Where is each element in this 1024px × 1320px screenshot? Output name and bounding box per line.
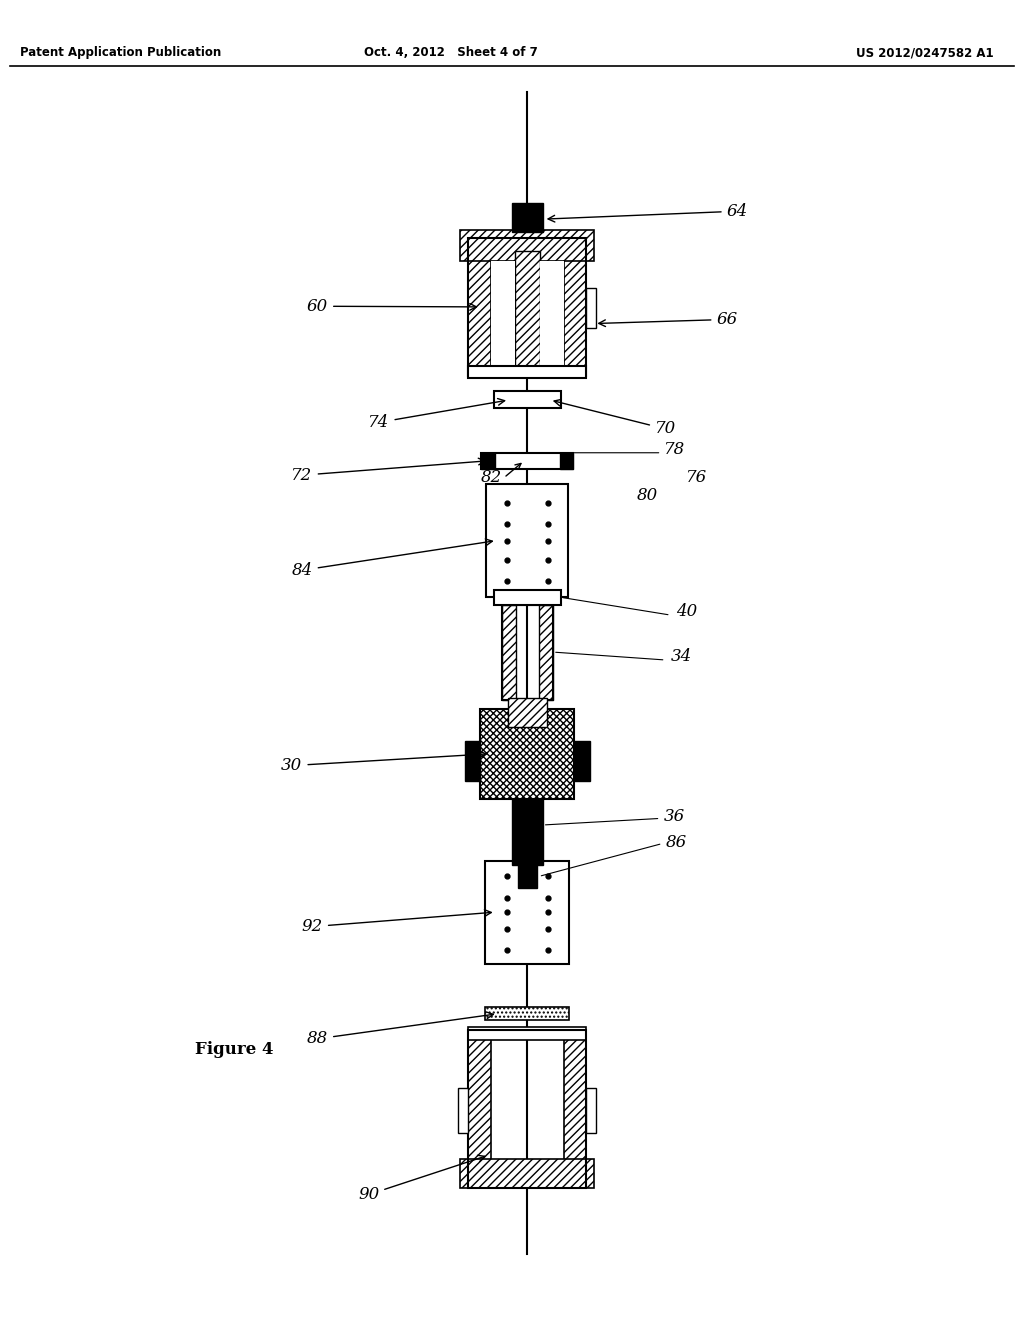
Text: 34: 34 xyxy=(671,648,692,665)
Bar xyxy=(469,1030,492,1188)
Text: 74: 74 xyxy=(369,399,505,430)
Bar xyxy=(461,230,594,261)
Text: 86: 86 xyxy=(666,834,687,851)
Bar xyxy=(541,261,563,366)
Bar xyxy=(563,238,586,376)
Bar xyxy=(481,453,573,469)
Text: 70: 70 xyxy=(554,400,676,437)
Text: Oct. 4, 2012   Sheet 4 of 7: Oct. 4, 2012 Sheet 4 of 7 xyxy=(364,46,538,59)
Text: US 2012/0247582 A1: US 2012/0247582 A1 xyxy=(856,46,993,59)
Text: 84: 84 xyxy=(292,539,493,578)
Bar xyxy=(485,861,569,964)
Bar xyxy=(586,1088,596,1133)
Text: 76: 76 xyxy=(686,470,707,486)
Text: 66: 66 xyxy=(599,312,737,327)
Text: 88: 88 xyxy=(307,1012,494,1047)
Bar xyxy=(539,605,553,700)
Bar xyxy=(512,799,543,865)
Text: 60: 60 xyxy=(307,298,476,314)
Bar xyxy=(495,590,561,605)
Bar xyxy=(485,1007,569,1020)
Text: 72: 72 xyxy=(292,458,485,483)
Text: 36: 36 xyxy=(664,808,685,825)
Bar xyxy=(480,709,574,799)
Text: 40: 40 xyxy=(676,603,697,620)
Bar xyxy=(502,605,553,700)
Text: 92: 92 xyxy=(302,909,492,935)
Bar xyxy=(486,484,568,597)
Bar xyxy=(574,741,590,780)
Bar xyxy=(512,203,543,232)
Text: 90: 90 xyxy=(358,1155,484,1203)
Bar xyxy=(465,741,480,780)
Text: Patent Application Publication: Patent Application Publication xyxy=(20,46,222,59)
Bar xyxy=(461,1159,594,1188)
Bar xyxy=(469,238,492,376)
Bar xyxy=(502,605,516,700)
Bar xyxy=(515,251,541,366)
Bar xyxy=(560,453,573,469)
Text: 78: 78 xyxy=(664,441,685,458)
Bar xyxy=(469,1027,586,1040)
Text: 82: 82 xyxy=(481,470,502,486)
Bar xyxy=(481,453,495,469)
Text: 64: 64 xyxy=(548,203,748,222)
Bar xyxy=(469,238,586,376)
Bar xyxy=(492,261,515,366)
Bar xyxy=(508,698,547,727)
Bar xyxy=(563,1030,586,1188)
Text: 80: 80 xyxy=(637,487,657,503)
Bar xyxy=(469,366,586,378)
Bar xyxy=(494,391,561,408)
Bar xyxy=(518,865,537,888)
Bar xyxy=(469,1030,586,1188)
Text: Figure 4: Figure 4 xyxy=(195,1041,273,1057)
Bar xyxy=(586,288,596,327)
Bar xyxy=(459,1088,469,1133)
Text: 30: 30 xyxy=(282,751,486,774)
